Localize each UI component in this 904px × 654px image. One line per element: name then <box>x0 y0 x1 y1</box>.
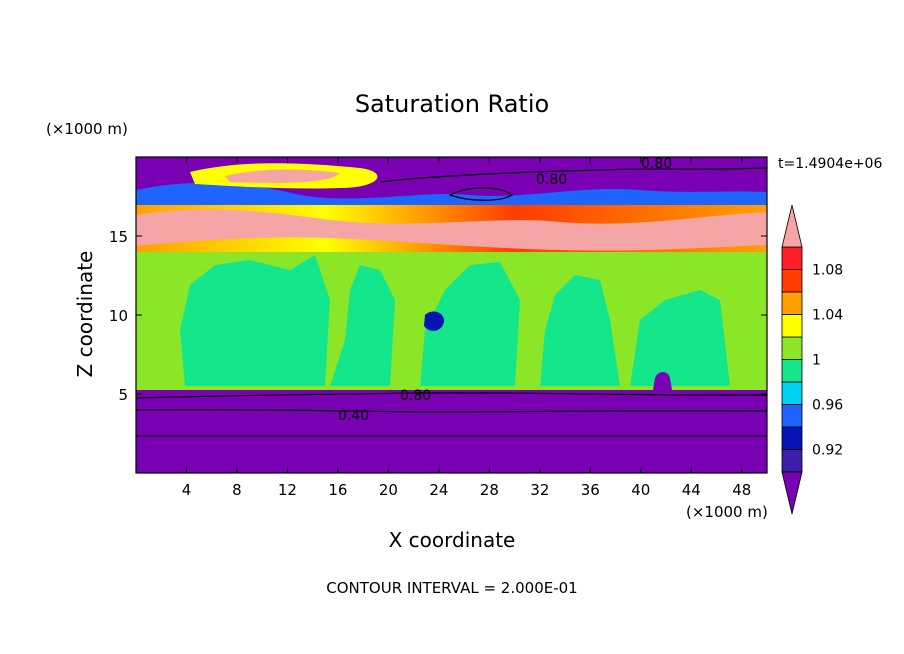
y-tick-label: 5 <box>118 386 128 404</box>
y-axis: 5 10 15 <box>109 228 767 404</box>
x-tick-label: 12 <box>278 481 297 499</box>
x-tick-label: 44 <box>682 481 701 499</box>
region-green-cell-3 <box>420 262 520 386</box>
x-tick-label: 48 <box>732 481 751 499</box>
colorbar-swatch <box>781 314 803 338</box>
colorbar-lower-cap <box>781 471 803 515</box>
y-tick-label: 15 <box>109 228 128 246</box>
contour-line-0.80-upper <box>379 167 767 183</box>
contour-line-0.40 <box>136 409 767 413</box>
y-unit-label: (×1000 m) <box>46 120 128 138</box>
timestamp-label: t=1.4904e+06 <box>778 156 882 172</box>
region-green-cell-4 <box>540 275 620 386</box>
contour-label: 0.80 <box>400 388 431 404</box>
x-axis: 4 8 12 16 20 24 28 32 36 40 44 48 <box>182 157 751 499</box>
region-lower-dry <box>136 390 767 473</box>
colorbar-swatch <box>781 291 803 315</box>
chart-title: Saturation Ratio <box>355 90 549 118</box>
colorbar: 0.92 0.96 1 1.04 1.08 <box>781 204 843 515</box>
region-green-cell-1 <box>180 255 330 386</box>
contour-line-0.80-lower <box>136 392 767 399</box>
y-tick-label: 10 <box>109 307 128 325</box>
region-top-moist <box>136 182 767 205</box>
heatmap-plot-area <box>136 157 767 473</box>
contour-interval-footer: CONTOUR INTERVAL = 2.000E-01 <box>326 579 577 597</box>
colorbar-upper-cap <box>781 204 803 248</box>
colorbar-swatch <box>781 336 803 360</box>
colorbar-swatch <box>781 381 803 405</box>
region-pink-band <box>136 209 767 251</box>
contour-line-0.20 <box>136 435 767 437</box>
region-bump <box>653 372 672 390</box>
region-top-cloud-core <box>225 169 340 183</box>
colorbar-swatch <box>781 426 803 450</box>
region-green-cell-5 <box>630 290 730 386</box>
colorbar-label: 1 <box>812 353 821 369</box>
colorbar-swatch <box>781 246 803 270</box>
contour-label: 0.40 <box>338 408 369 424</box>
x-tick-label: 40 <box>631 481 650 499</box>
contour-line-cloud <box>448 187 514 201</box>
colorbar-label: 1.08 <box>812 263 843 279</box>
x-tick-label: 32 <box>530 481 549 499</box>
colorbar-label: 0.96 <box>812 398 843 414</box>
x-tick-label: 4 <box>182 481 192 499</box>
x-tick-label: 8 <box>232 481 242 499</box>
x-tick-label: 28 <box>480 481 499 499</box>
x-tick-label: 20 <box>379 481 398 499</box>
x-tick-label: 16 <box>328 481 347 499</box>
colorbar-label: 1.04 <box>812 308 843 324</box>
contour-label: 0.80 <box>536 172 567 188</box>
colorbar-label: 0.92 <box>812 443 843 459</box>
colorbar-swatch <box>781 449 803 473</box>
x-axis-label: X coordinate <box>389 528 516 552</box>
contour-label: 0.80 <box>641 156 672 172</box>
x-tick-label: 24 <box>429 481 448 499</box>
colorbar-swatch <box>781 269 803 293</box>
y-axis-label: Z coordinate <box>73 251 97 378</box>
colorbar-swatch <box>781 404 803 428</box>
x-tick-label: 36 <box>581 481 600 499</box>
colorbar-swatch <box>781 359 803 383</box>
region-plume <box>424 311 445 331</box>
region-green-cell-2 <box>330 265 395 386</box>
x-unit-label: (×1000 m) <box>686 503 768 521</box>
